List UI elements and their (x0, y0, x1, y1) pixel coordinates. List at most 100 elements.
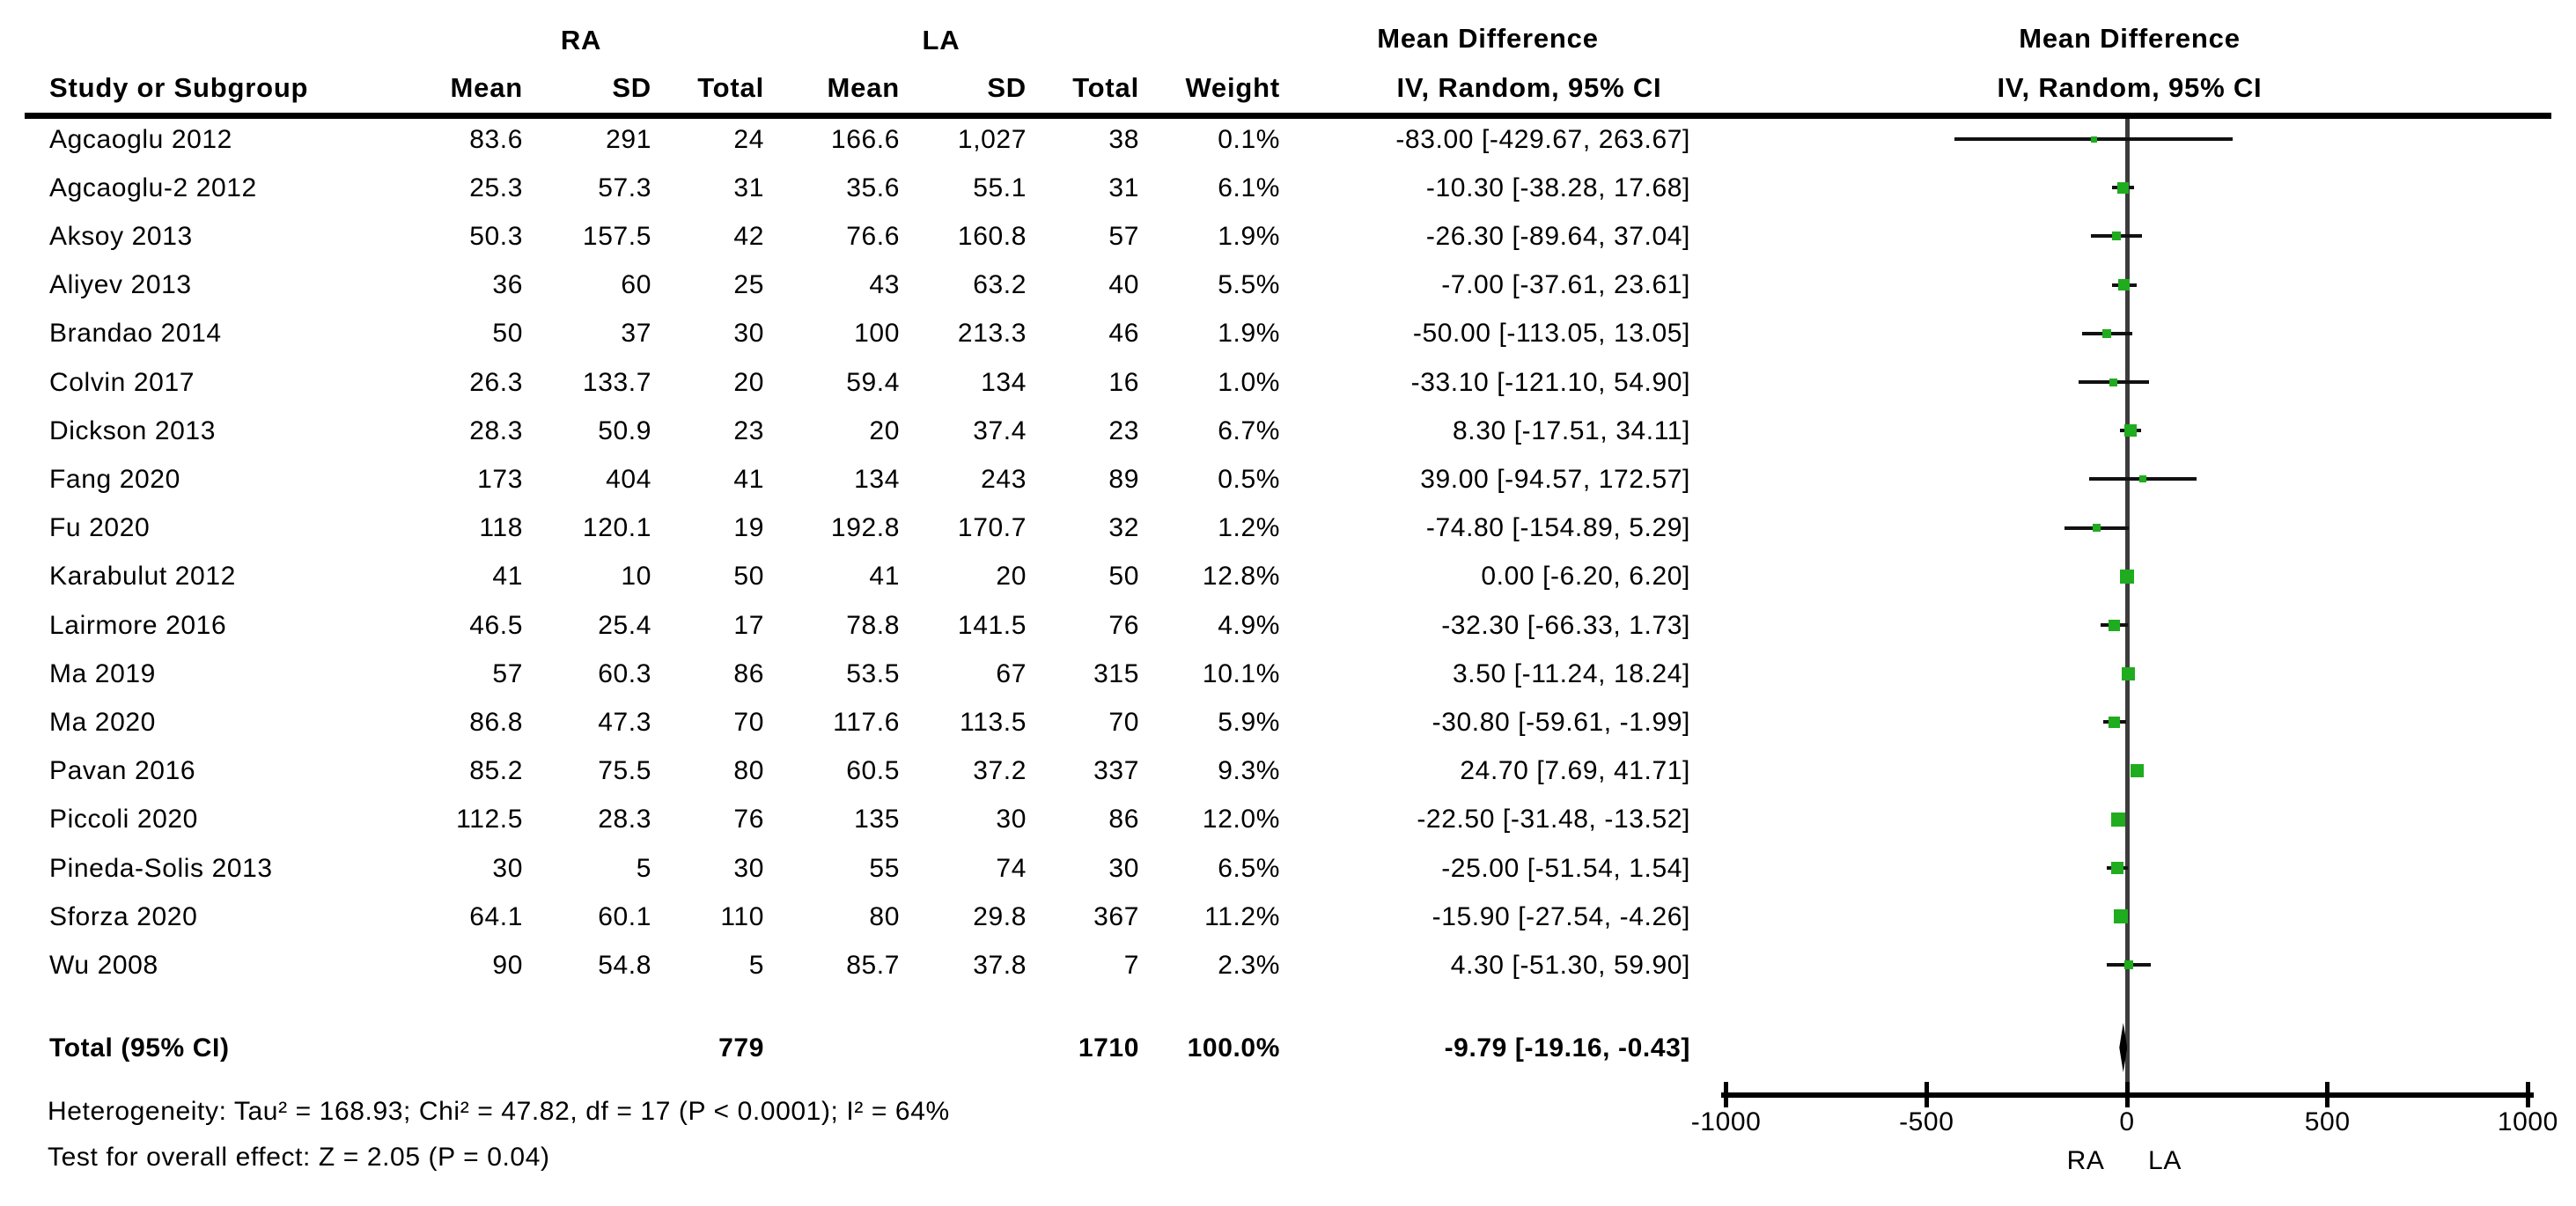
cell-ra-mean: 83.6 (469, 124, 523, 154)
cell-la-total: 46 (1108, 319, 1139, 349)
cell-ra-mean: 41 (492, 562, 523, 592)
cell-ra-mean: 90 (492, 950, 523, 980)
group-header-la: LA (922, 25, 960, 55)
cell-weight: 12.0% (1202, 805, 1280, 835)
column-header-la-total: Total (1072, 72, 1139, 103)
total-row: Total (95% CI) 779 1710 100.0% -9.79 [-19.16… (0, 1024, 2576, 1072)
cell-ra-mean: 26.3 (469, 367, 523, 397)
cell-weight: 2.3% (1218, 950, 1280, 980)
cell-ci-text: -26.30 [-89.64, 37.04] (1425, 221, 1690, 251)
cell-la-total: 89 (1108, 464, 1139, 494)
column-header-ra-mean: Mean (450, 72, 523, 103)
cell-ci-text: -50.00 [-113.05, 13.05] (1412, 319, 1690, 349)
cell-la-mean: 55 (869, 853, 900, 883)
cell-ra-total: 30 (733, 853, 764, 883)
study-label: Pavan 2016 (49, 756, 196, 786)
effect-square (2138, 475, 2146, 483)
cell-weight: 100.0% (1187, 1033, 1280, 1063)
effect-square (2113, 909, 2128, 924)
cell-ra-mean: 86.8 (469, 707, 523, 737)
cell-weight: 1.9% (1218, 221, 1280, 251)
column-header-la-sd: SD (987, 72, 1027, 103)
cell-weight: 1.0% (1218, 367, 1280, 397)
cell-ra-total: 30 (733, 319, 764, 349)
effect-square (2109, 378, 2118, 386)
cell-ra-total: 41 (733, 464, 764, 494)
cell-la-total: 40 (1108, 270, 1139, 300)
study-row: Aliyev 2013 36 60 25 43 63.2 40 5.5% -7.00 [-37.… (0, 261, 2576, 309)
x-axis-tick (2325, 1082, 2330, 1107)
column-header-la-mean: Mean (827, 72, 900, 103)
cell-weight: 1.9% (1218, 319, 1280, 349)
column-header-study: Study or Subgroup (49, 72, 309, 103)
effect-square (2123, 424, 2137, 438)
cell-weight: 5.9% (1218, 707, 1280, 737)
cell-ra-total: 20 (733, 367, 764, 397)
cell-weight: 11.2% (1204, 901, 1280, 931)
cell-weight: 6.5% (1218, 853, 1280, 883)
cell-ra-total: 5 (748, 950, 764, 980)
effect-square (2110, 862, 2123, 874)
cell-ra-sd: 60.1 (598, 901, 651, 931)
cell-ra-total: 19 (733, 513, 764, 543)
cell-ra-mean: 112.5 (456, 805, 523, 835)
column-header-weight: Weight (1185, 72, 1280, 103)
cell-la-mean: 20 (869, 415, 900, 445)
axis-label-favours-la: LA (2148, 1146, 2182, 1175)
cell-la-mean: 41 (869, 562, 900, 592)
study-row: Ma 2020 86.8 47.3 70 117.6 113.5 70 5.9% -30.80 … (0, 698, 2576, 746)
cell-la-total: 38 (1108, 124, 1139, 154)
effect-square (2093, 524, 2101, 533)
study-row: Pineda-Solis 2013 30 5 30 55 74 30 6.5% -25.00 [… (0, 844, 2576, 893)
x-axis-tick-label: -500 (1899, 1107, 1954, 1136)
cell-ra-sd: 75.5 (598, 756, 651, 786)
cell-ci-text: -33.10 [-121.10, 54.90] (1410, 367, 1690, 397)
study-label: Piccoli 2020 (49, 805, 198, 835)
cell-ra-mean: 28.3 (469, 415, 523, 445)
column-header-ra-total: Total (697, 72, 764, 103)
study-label: Ma 2020 (49, 707, 156, 737)
study-label: Aksoy 2013 (49, 221, 193, 251)
axis-label-favours-ra: RA (2066, 1146, 2105, 1175)
effect-square (2102, 328, 2112, 338)
study-label: Sforza 2020 (49, 901, 198, 931)
x-axis-tick (2124, 1082, 2130, 1107)
cell-ra-sd: 404 (606, 464, 651, 494)
study-row: Lairmore 2016 46.5 25.4 17 78.8 141.5 76 4.9% -3… (0, 601, 2576, 650)
study-row: Fu 2020 118 120.1 19 192.8 170.7 32 1.2% -74.80 … (0, 504, 2576, 552)
cell-la-sd: 74 (996, 853, 1027, 883)
x-axis-tick (2525, 1082, 2530, 1107)
effect-square (2130, 764, 2144, 778)
cell-ra-sd: 120.1 (582, 513, 651, 543)
cell-ra-mean: 50.3 (469, 221, 523, 251)
cell-la-total: 57 (1108, 221, 1139, 251)
cell-ra-sd: 25.4 (598, 610, 651, 640)
cell-la-total: 76 (1108, 610, 1139, 640)
cell-ra-mean: 173 (477, 464, 523, 494)
cell-la-mean: 53.5 (846, 658, 900, 688)
study-row: Ma 2019 57 60.3 86 53.5 67 315 10.1% 3.50 [-11.2… (0, 650, 2576, 698)
cell-ra-total: 31 (733, 173, 764, 202)
cell-ci-text: -32.30 [-66.33, 1.73] (1441, 610, 1690, 640)
cell-ra-total: 110 (720, 901, 764, 931)
study-label: Wu 2008 (49, 950, 158, 980)
cell-weight: 4.9% (1218, 610, 1280, 640)
cell-la-sd: 170.7 (957, 513, 1027, 543)
cell-la-sd: 20 (996, 562, 1027, 592)
cell-ra-total: 779 (718, 1033, 764, 1063)
cell-ci-text: -7.00 [-37.61, 23.61] (1441, 270, 1690, 300)
study-label: Pineda-Solis 2013 (49, 853, 273, 883)
cell-la-mean: 117.6 (833, 707, 900, 737)
effect-square (2109, 716, 2121, 728)
cell-ra-total: 42 (733, 221, 764, 251)
cell-ra-sd: 60.3 (598, 658, 651, 688)
cell-la-total: 50 (1108, 562, 1139, 592)
cell-ra-total: 25 (733, 270, 764, 300)
cell-ci-text: 4.30 [-51.30, 59.90] (1450, 950, 1690, 980)
cell-la-mean: 59.4 (846, 367, 900, 397)
cell-ra-mean: 85.2 (469, 756, 523, 786)
zero-effect-line (2125, 119, 2130, 1095)
cell-la-total: 70 (1108, 707, 1139, 737)
md-column-header-line1: Mean Difference (1377, 23, 1599, 54)
